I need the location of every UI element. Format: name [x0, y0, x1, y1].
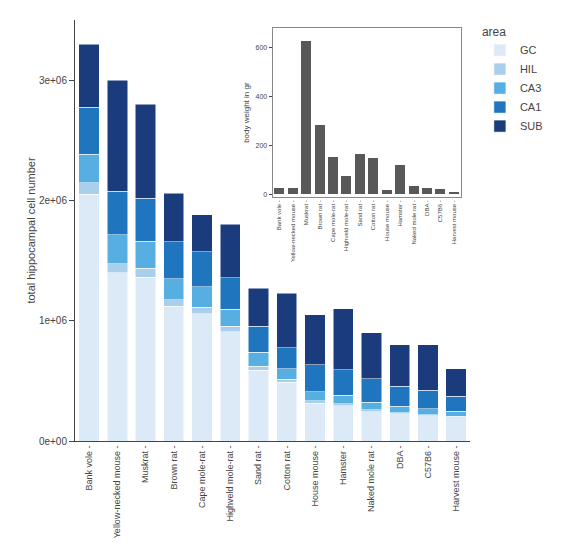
svg-text:GC: GC	[520, 44, 537, 56]
svg-text:400: 400	[256, 93, 268, 100]
svg-text:3e+06: 3e+06	[39, 75, 68, 86]
svg-text:0: 0	[263, 191, 267, 198]
svg-text:SUB: SUB	[520, 120, 543, 132]
svg-text:Cape mole-rat -: Cape mole-rat -	[197, 446, 207, 509]
svg-text:Muskrat -: Muskrat -	[303, 200, 309, 225]
svg-text:200: 200	[256, 142, 268, 149]
svg-text:Cotton rat -: Cotton rat -	[370, 200, 376, 230]
svg-text:Brown rat -: Brown rat -	[317, 200, 323, 229]
svg-text:House mouse -: House mouse -	[384, 200, 390, 241]
svg-text:DBA -: DBA -	[395, 446, 405, 470]
svg-text:Cotton rat -: Cotton rat -	[282, 446, 292, 491]
svg-text:Brown rat -: Brown rat -	[169, 446, 179, 490]
svg-text:HIL: HIL	[520, 63, 537, 75]
svg-text:C57B6 -: C57B6 -	[423, 446, 433, 479]
svg-text:CA3: CA3	[520, 82, 541, 94]
svg-text:Naked mole rat -: Naked mole rat -	[411, 200, 417, 244]
svg-text:Bank vole -: Bank vole -	[84, 446, 94, 491]
svg-text:Bank vole -: Bank vole -	[276, 200, 282, 230]
svg-text:DBA -: DBA -	[424, 200, 430, 216]
svg-text:600: 600	[256, 44, 268, 51]
svg-text:Cape mole-rat -: Cape mole-rat -	[330, 200, 336, 242]
svg-text:Highveld mole-rat -: Highveld mole-rat -	[225, 446, 235, 522]
svg-text:Highveld mole-rat -: Highveld mole-rat -	[343, 200, 349, 251]
svg-text:C57B6 -: C57B6 -	[437, 200, 443, 222]
svg-text:0e+00: 0e+00	[39, 436, 68, 447]
svg-text:area: area	[482, 25, 506, 39]
svg-text:Yellow-necked mouse -: Yellow-necked mouse -	[112, 446, 122, 539]
svg-text:CA1: CA1	[520, 101, 541, 113]
svg-text:Muskrat -: Muskrat -	[141, 446, 151, 484]
svg-text:Harvest mouse -: Harvest mouse -	[451, 446, 461, 512]
svg-text:Hamster -: Hamster -	[397, 200, 403, 226]
svg-text:Harvest mouse -: Harvest mouse -	[451, 200, 457, 244]
svg-text:Sand rat -: Sand rat -	[253, 446, 263, 486]
svg-text:House mouse -: House mouse -	[310, 446, 320, 507]
svg-text:Hamster -: Hamster -	[338, 446, 348, 486]
svg-text:1e+06: 1e+06	[39, 315, 68, 326]
svg-text:Sand rat -: Sand rat -	[357, 200, 363, 226]
svg-text:Naked mole rat -: Naked mole rat -	[366, 446, 376, 513]
svg-text:total hippocampal cell number: total hippocampal cell number	[25, 157, 37, 303]
svg-text:body weight in gr: body weight in gr	[242, 82, 251, 143]
svg-text:2e+06: 2e+06	[39, 195, 68, 206]
svg-text:Yellow-necked mouse -: Yellow-necked mouse -	[290, 200, 296, 262]
